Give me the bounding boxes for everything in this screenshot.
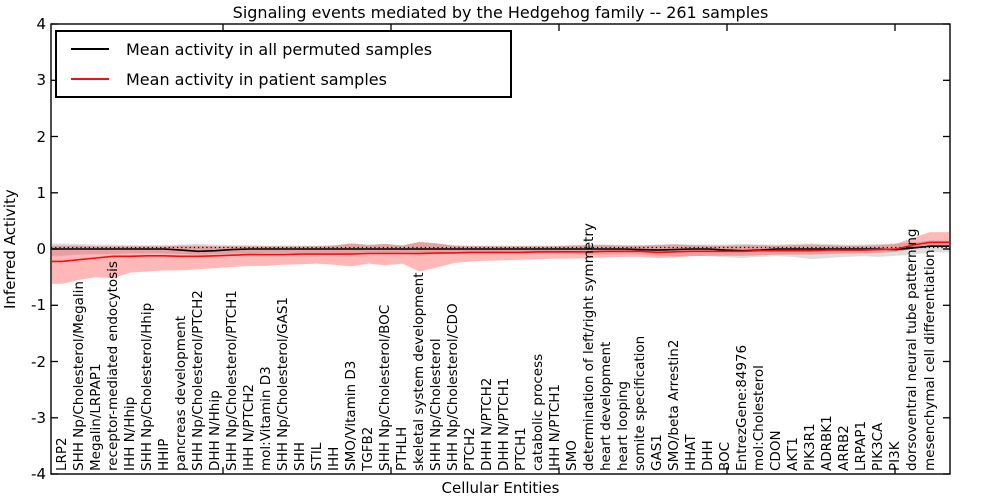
x-tick-label: mol:Vitamin D3 (257, 366, 274, 471)
x-tick-label: SHH Np/Cholesterol/BOC (376, 304, 393, 471)
x-tick-label: mol:Cholesterol (751, 365, 768, 471)
x-tick-label: STIL (308, 442, 325, 471)
legend-item-permuted: Mean activity in all permuted samples (57, 34, 510, 64)
x-tick-label: pancreas development (172, 315, 189, 471)
x-tick-label: ARRB2 (836, 425, 853, 471)
x-tick-label: BOC (717, 441, 734, 471)
x-tick-label: PTCH2 (461, 427, 478, 471)
x-tick-label: PTCH1 (513, 427, 530, 471)
x-tick-label: Megalin/LRPAP1 (87, 363, 104, 471)
x-tick-label: SHH Np/Cholesterol/PTCH1 (223, 290, 240, 471)
x-tick-label: DHH N/PTCH1 (496, 377, 512, 471)
x-tick-label: HHAT (683, 434, 700, 471)
x-tick-label: LRP2 (53, 437, 70, 471)
y-tick-label: -2 (31, 352, 46, 371)
x-tick-label: EntrezGene:84976 (734, 344, 751, 471)
x-tick-label: IHH N/PTCH1 (547, 384, 564, 471)
x-tick-label: DHH (700, 440, 717, 471)
x-tick-label: SHH Np/Cholesterol/Megalin (70, 281, 87, 471)
x-tick-label: ADRBK1 (819, 415, 836, 471)
legend-item-patient: Mean activity in patient samples (57, 64, 510, 94)
permuted-line-swatch (71, 48, 109, 50)
y-tick-label: 2 (36, 127, 46, 146)
x-axis-label: Cellular Entities (441, 479, 560, 497)
x-tick-label: PIK3CA (870, 422, 887, 471)
x-tick-label: CDON (768, 430, 785, 471)
legend: Mean activity in all permuted samples Me… (55, 30, 512, 98)
x-tick-label: SMO/beta Arrestin2 (666, 339, 683, 471)
x-tick-label: SHH Np/Cholesterol/Hhip (138, 302, 155, 471)
y-tick-label: 1 (36, 183, 46, 202)
x-tick-label: IHH (325, 446, 342, 471)
y-tick-label: -4 (31, 465, 46, 483)
x-tick-label: SMO (564, 440, 581, 471)
x-tick-label: mesenchymal cell differentiation (921, 249, 938, 471)
x-tick-label: SHH Np/Cholesterol/CDO (444, 303, 461, 471)
x-tick-label: GAS1 (649, 434, 666, 471)
x-tick-label: IHH N/Hhip (121, 396, 138, 471)
x-tick-label: AKT1 (785, 437, 802, 471)
legend-label-permuted: Mean activity in all permuted samples (126, 39, 433, 59)
x-tick-label: SHH Np/Cholesterol/PTCH2 (189, 290, 206, 471)
x-tick-label: SHH Np/Cholesterol/GAS1 (274, 297, 291, 471)
x-tick-label: TGFB2 (359, 426, 376, 471)
x-tick-label: DHH N/Hhip (206, 390, 223, 471)
x-tick-label: dorsoventral neural tube patterning (904, 228, 921, 471)
y-tick-label: -1 (31, 296, 46, 315)
chart-title: Signaling events mediated by the Hedgeho… (232, 3, 769, 22)
x-tick-label: SMO/Vitamin D3 (342, 360, 359, 471)
x-tick-label: SHH (291, 442, 308, 471)
x-tick-label: PIK3R1 (802, 423, 819, 471)
x-tick-label: HHIP (155, 438, 172, 471)
x-tick-label: heart looping (615, 381, 632, 471)
y-tick-label: -3 (31, 408, 46, 427)
legend-label-patient: Mean activity in patient samples (126, 69, 387, 89)
x-tick-label: IHH N/PTCH2 (240, 384, 257, 471)
x-tick-label: PTHLH (393, 426, 410, 471)
y-tick-label: 3 (36, 71, 46, 90)
x-tick-label: receptor-mediated endocytosis (104, 261, 121, 471)
x-tick-label: DHH N/PTCH2 (478, 377, 495, 471)
x-tick-label: determination of left/right symmetry (581, 223, 598, 471)
x-tick-label: somite specification (632, 335, 649, 471)
x-tick-label: skeletal system development (410, 272, 427, 472)
x-tick-label: heart development (598, 341, 615, 471)
x-tick-label: LRPAP1 (853, 420, 870, 471)
x-tick-label: SHH Np/Cholesterol (427, 338, 444, 471)
y-tick-label: 4 (36, 15, 46, 33)
x-tick-label: PI3K (887, 441, 904, 471)
x-tick-label: catabolic process (530, 353, 547, 471)
y-tick-label: 0 (36, 240, 46, 258)
patient-line-swatch (71, 78, 109, 80)
